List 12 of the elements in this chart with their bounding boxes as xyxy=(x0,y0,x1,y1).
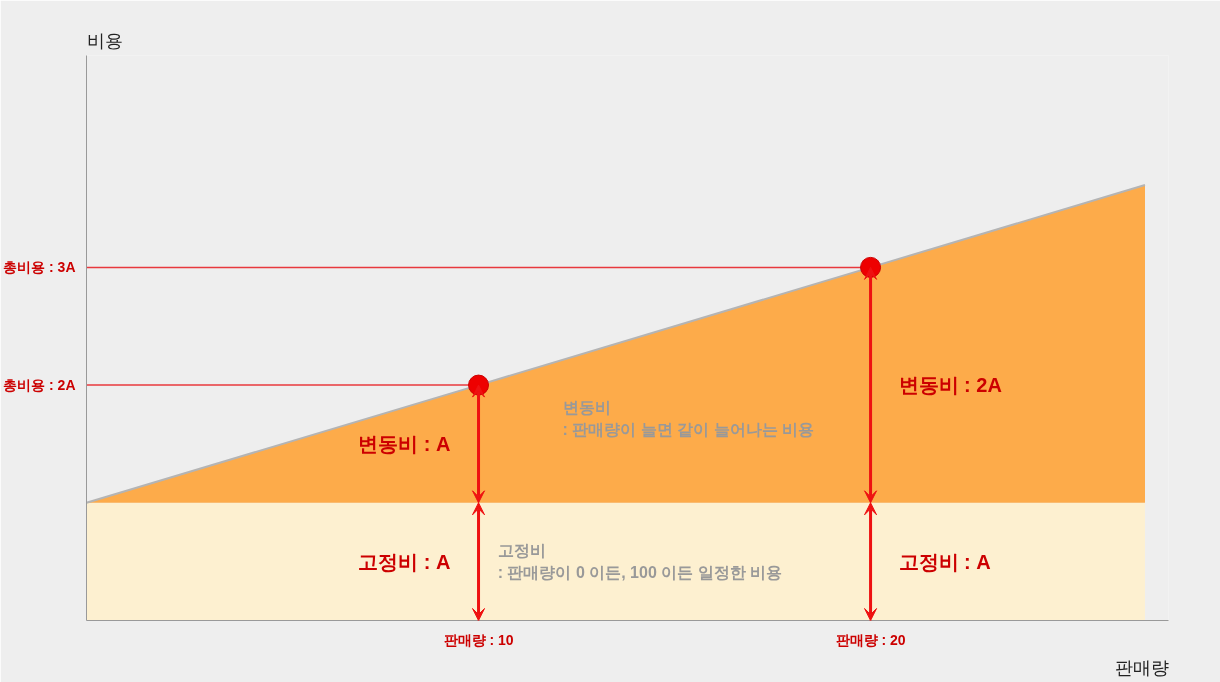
annotation: 고정비 : A xyxy=(358,550,451,573)
y-tick-label: 총비용 : 2A xyxy=(3,377,76,394)
annotation: 고정비 : A xyxy=(898,550,991,573)
x-tick-label: 판매량 : 20 xyxy=(835,631,906,648)
annotation: 변동비 : A xyxy=(358,432,451,455)
series-label: 변동비 : 판매량이 늘면 같이 늘어나는 비용 xyxy=(562,399,815,439)
x-axis-title: 판매량 xyxy=(1114,657,1169,678)
annotation: 변동비 : 2A xyxy=(898,374,1002,397)
y-axis-title: 비용 xyxy=(86,30,123,51)
y-tick-label: 총비용 : 3A xyxy=(3,259,76,276)
x-tick-label: 판매량 : 10 xyxy=(443,631,514,648)
series-label: 고정비 : 판매량이 0 이든, 100 이든 일정한 비용 xyxy=(497,542,783,582)
